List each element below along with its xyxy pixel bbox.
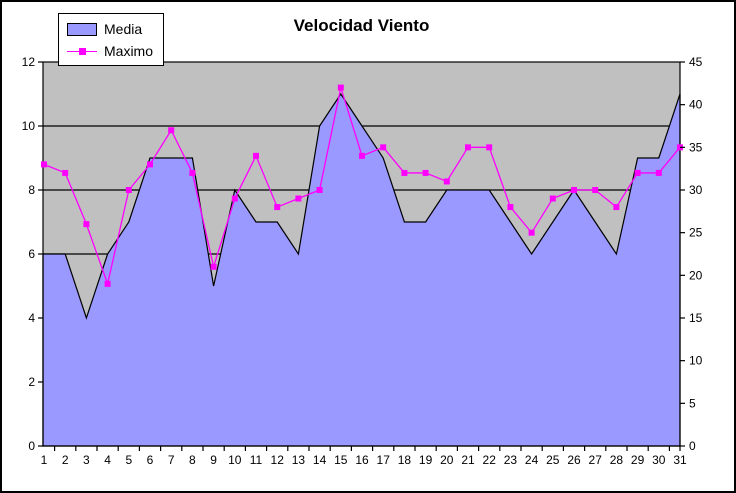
x-axis-label: 18 [398, 453, 412, 467]
maximo-marker [295, 195, 302, 202]
maximo-line-swatch-icon [67, 45, 97, 58]
maximo-marker [380, 144, 387, 151]
maximo-marker [549, 195, 556, 202]
maximo-marker [337, 84, 344, 91]
maximo-marker [189, 169, 196, 176]
left-axis-label: 2 [28, 375, 35, 389]
x-axis-label: 1 [41, 453, 48, 467]
x-axis-label: 7 [168, 453, 175, 467]
maximo-marker [422, 169, 429, 176]
maximo-marker [655, 169, 662, 176]
left-axis-label: 8 [28, 183, 35, 197]
right-axis-label: 40 [689, 98, 703, 112]
left-axis-label: 0 [28, 439, 35, 453]
x-axis-label: 11 [250, 453, 263, 467]
x-axis-label: 31 [673, 453, 687, 467]
maximo-marker [62, 169, 69, 176]
maximo-marker [125, 187, 132, 193]
maximo-marker [168, 127, 175, 134]
maximo-marker [147, 161, 153, 168]
media-area-swatch-icon [67, 22, 97, 36]
maximo-marker [613, 204, 620, 211]
maximo-marker [231, 195, 238, 202]
maximo-marker [253, 152, 259, 159]
x-axis-label: 29 [631, 453, 645, 467]
maximo-marker [571, 187, 577, 193]
right-axis-label: 25 [689, 226, 703, 240]
media-area-series [42, 92, 681, 447]
right-axis-label: 45 [689, 55, 703, 69]
maximo-marker [104, 280, 111, 287]
left-axis-label: 4 [28, 311, 35, 325]
x-axis-label: 16 [355, 453, 369, 467]
maximo-marker [41, 161, 47, 168]
x-axis-label: 3 [83, 453, 90, 467]
maximo-marker [465, 144, 471, 151]
maximo-marker [507, 204, 514, 211]
maximo-marker [592, 187, 599, 193]
maximo-marker [83, 221, 90, 228]
maximo-marker [486, 144, 493, 151]
maximo-marker [528, 229, 535, 236]
right-axis-label: 30 [689, 183, 703, 197]
x-axis-label: 25 [546, 453, 560, 467]
x-axis-label: 23 [504, 453, 518, 467]
x-axis-label: 21 [461, 453, 475, 467]
x-axis-label: 30 [652, 453, 666, 467]
x-axis-label: 6 [147, 453, 154, 467]
right-axis-label: 35 [689, 140, 703, 154]
right-axis-label: 10 [689, 354, 703, 368]
x-axis-label: 20 [440, 453, 454, 467]
x-axis-label: 12 [271, 453, 285, 467]
maximo-marker [274, 204, 281, 211]
x-axis-label: 26 [567, 453, 581, 467]
left-axis-label: 6 [28, 247, 35, 261]
right-axis-label: 0 [689, 439, 696, 453]
x-axis-label: 13 [292, 453, 306, 467]
chart-title: Velocidad Viento [293, 16, 430, 35]
x-axis-label: 9 [210, 453, 217, 467]
x-axis-label: 24 [525, 453, 539, 467]
legend-label-maximo: Maximo [104, 43, 154, 59]
maximo-marker [316, 187, 323, 193]
x-axis-label: 19 [419, 453, 433, 467]
x-axis-label: 4 [104, 453, 111, 467]
maximo-marker [634, 169, 641, 176]
maximo-marker [401, 169, 408, 176]
legend-item-media: Media [67, 18, 157, 40]
x-axis-label: 22 [483, 453, 497, 467]
x-axis-label: 8 [189, 453, 196, 467]
maximo-marker [359, 152, 365, 159]
right-axis-label: 5 [689, 396, 696, 410]
right-axis-label: 15 [689, 311, 703, 325]
x-axis-label: 28 [610, 453, 624, 467]
left-axis-label: 10 [22, 119, 36, 133]
x-axis-label: 17 [377, 453, 391, 467]
x-axis-label: 2 [62, 453, 69, 467]
legend: Media Maximo [58, 13, 164, 66]
right-axis-label: 20 [689, 268, 703, 282]
x-axis-label: 5 [125, 453, 132, 467]
x-axis-label: 15 [334, 453, 348, 467]
maximo-marker [210, 263, 217, 270]
x-axis-label: 14 [313, 453, 327, 467]
x-axis-label: 10 [228, 453, 242, 467]
maximo-marker [443, 178, 450, 185]
left-axis-label: 12 [22, 55, 36, 69]
legend-item-maximo: Maximo [67, 40, 157, 62]
legend-label-media: Media [104, 21, 143, 37]
x-axis-label: 27 [589, 453, 603, 467]
